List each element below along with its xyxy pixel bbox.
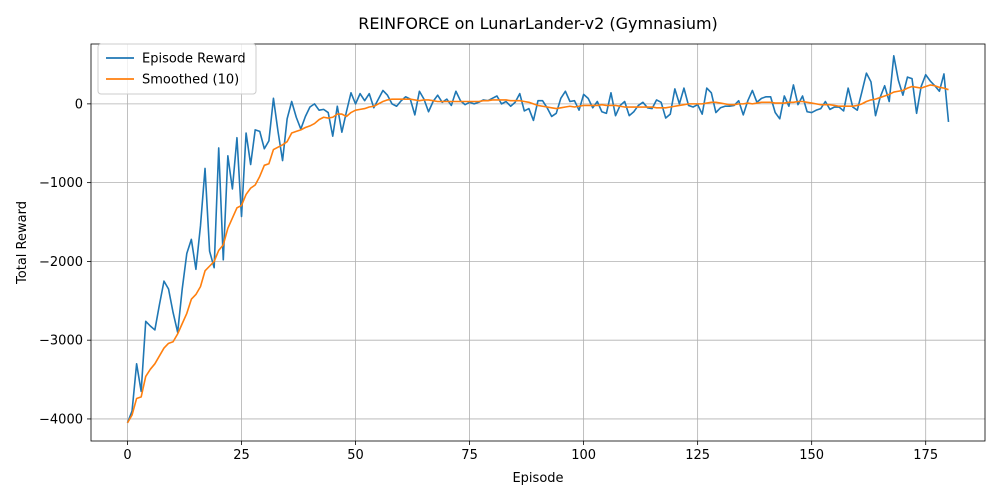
y-axis-label: Total Reward: [15, 201, 30, 285]
x-tick-label: 75: [461, 448, 478, 463]
legend-label-2: Smoothed (10): [142, 73, 239, 88]
x-tick-label: 175: [913, 448, 938, 463]
y-tick-label: 0: [75, 97, 83, 112]
y-tick-label: −3000: [39, 334, 83, 349]
legend: Episode Reward Smoothed (10): [97, 43, 257, 95]
y-tick-label: −4000: [39, 412, 83, 427]
x-axis-label: Episode: [512, 471, 563, 486]
series-line-2: [126, 84, 949, 424]
x-tick-label: 100: [571, 448, 596, 463]
x-tick-label: 150: [799, 448, 824, 463]
series-line-1: [126, 55, 950, 424]
legend-box: [97, 43, 257, 95]
x-tick-label: 125: [685, 448, 710, 463]
x-tick-label: 25: [233, 448, 250, 463]
tick-layer: 0 25 50 75 100 125 150 175 −4000 −3000 −2000 −1000 0: [39, 97, 938, 463]
plot-frame: [90, 43, 986, 442]
legend-label-1: Episode Reward: [142, 52, 246, 67]
series-layer: [126, 55, 950, 424]
x-tick-label: 50: [347, 448, 364, 463]
x-tick-label: 0: [123, 448, 131, 463]
chart-title: REINFORCE on LunarLander-v2 (Gymnasium): [358, 14, 718, 33]
y-tick-label: −2000: [39, 255, 83, 270]
y-tick-label: −1000: [39, 176, 83, 191]
